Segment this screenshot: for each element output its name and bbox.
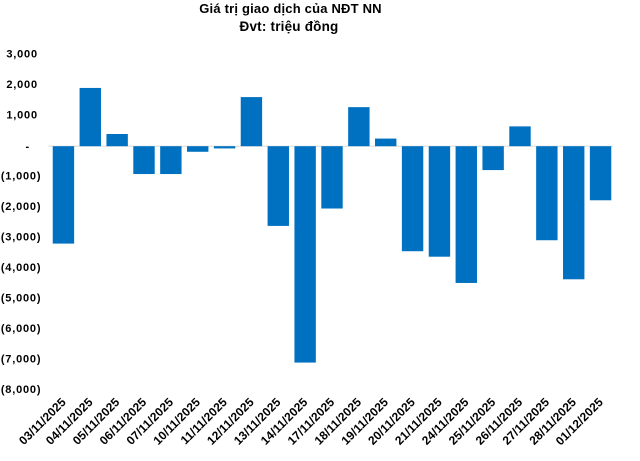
svg-text:Giá trị giao dịch của NĐT NN: Giá trị giao dịch của NĐT NN	[199, 1, 382, 16]
svg-text:Đvt: triệu đồng: Đvt: triệu đồng	[240, 19, 339, 34]
svg-text:(8,000): (8,000)	[1, 384, 41, 396]
svg-text:(4,000): (4,000)	[1, 262, 41, 274]
svg-text:2,000: 2,000	[6, 79, 38, 91]
svg-text:3,000: 3,000	[6, 49, 38, 61]
svg-text:(2,000): (2,000)	[1, 201, 41, 213]
svg-text:(1,000): (1,000)	[1, 171, 41, 183]
svg-text:-: -	[26, 141, 30, 153]
svg-text:(3,000): (3,000)	[1, 232, 41, 244]
svg-text:(5,000): (5,000)	[1, 293, 41, 305]
svg-text:(6,000): (6,000)	[1, 323, 41, 335]
svg-text:(7,000): (7,000)	[1, 354, 41, 366]
svg-text:1,000: 1,000	[6, 110, 38, 122]
